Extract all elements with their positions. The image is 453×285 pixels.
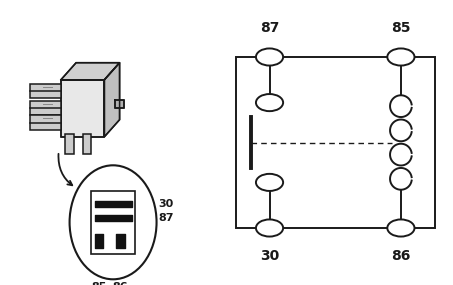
Text: 86: 86 [391, 249, 410, 264]
Circle shape [387, 219, 414, 237]
Polygon shape [115, 100, 124, 108]
Text: 86: 86 [113, 282, 129, 285]
Circle shape [256, 174, 283, 191]
Polygon shape [61, 80, 104, 137]
FancyBboxPatch shape [30, 84, 61, 98]
Text: 87: 87 [260, 21, 279, 36]
Circle shape [256, 219, 283, 237]
Circle shape [256, 48, 283, 66]
Text: 30: 30 [260, 249, 279, 264]
Text: 30: 30 [159, 199, 174, 209]
Text: 87: 87 [159, 213, 174, 223]
FancyBboxPatch shape [82, 134, 92, 154]
FancyArrowPatch shape [58, 154, 72, 185]
Bar [236, 57, 435, 228]
Polygon shape [104, 63, 120, 137]
Circle shape [256, 94, 283, 111]
FancyBboxPatch shape [30, 115, 61, 130]
Polygon shape [61, 63, 120, 80]
Text: 85: 85 [91, 282, 106, 285]
Bar [92, 191, 135, 254]
Text: 85: 85 [391, 21, 411, 36]
FancyBboxPatch shape [30, 101, 61, 115]
Circle shape [387, 48, 414, 66]
FancyBboxPatch shape [65, 134, 74, 154]
